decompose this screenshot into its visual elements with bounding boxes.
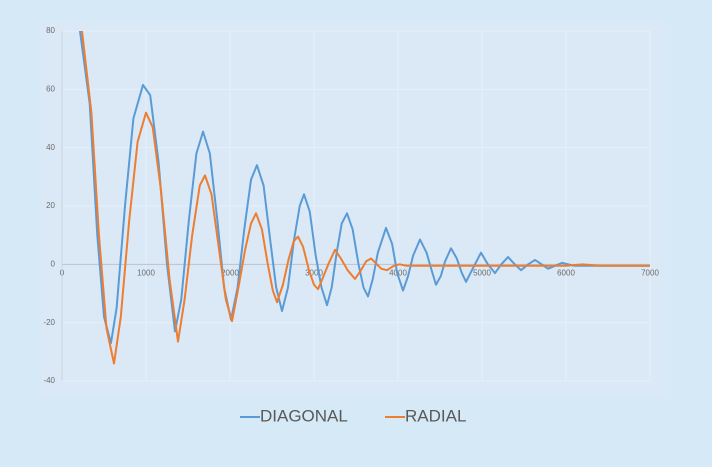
legend-label: RADIAL	[405, 406, 466, 425]
x-tick-label: 4000	[389, 268, 407, 277]
x-tick-label: 6000	[557, 268, 575, 277]
y-tick-label: -40	[43, 376, 55, 385]
data-line	[80, 30, 650, 365]
y-tick-label: 0	[51, 259, 56, 268]
y-tick-label: 40	[46, 143, 55, 152]
data-line	[78, 30, 650, 345]
x-tick-label: 5000	[473, 268, 491, 277]
plot-background	[40, 22, 665, 397]
y-tick-label: 60	[46, 84, 55, 93]
x-tick-label: 7000	[641, 268, 659, 277]
x-tick-label: 1000	[137, 268, 155, 277]
y-tick-label: 20	[46, 201, 55, 210]
y-tick-label: 80	[46, 26, 55, 35]
x-tick-label: 2000	[221, 268, 239, 277]
x-tick-label: 3000	[305, 268, 323, 277]
y-tick-label: -20	[43, 318, 55, 327]
legend-label: DIAGONAL	[260, 406, 348, 425]
